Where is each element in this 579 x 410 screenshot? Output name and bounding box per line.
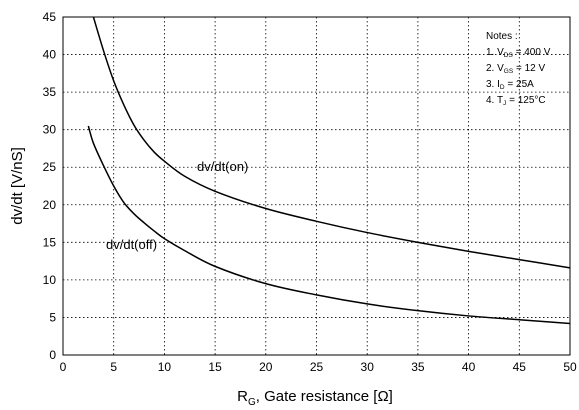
y-tick-label: 5 [49,310,56,324]
x-tick-label: 30 [361,360,375,374]
y-tick-label: 45 [43,10,57,24]
x-axis-title-sub: G [248,397,256,408]
y-tick-label: 20 [43,198,57,212]
x-tick-label: 45 [513,360,527,374]
y-axis-title: dv/dt [V/nS] [9,147,26,225]
x-tick-label: 0 [60,360,67,374]
x-tick-label: 35 [411,360,425,374]
x-tick-label: 40 [462,360,476,374]
grid [63,17,570,355]
x-tick-label: 5 [110,360,117,374]
y-tick-label: 0 [49,348,56,362]
note-id: 3. ID = 25A [486,79,534,91]
notes-header: Notes : [486,31,518,42]
y-tick-label: 15 [43,235,57,249]
plot-frame [62,16,571,356]
x-tick-label: 10 [158,360,172,374]
series-label-dv-dt-off: dv/dt(off) [106,237,157,252]
series-line-dv-dt-on [92,16,571,269]
x-axis-title-rest: , Gate resistance [Ω] [256,388,393,405]
y-tick-label: 40 [43,48,57,62]
note-tj: 4. TJ = 125°C [486,95,546,107]
x-tick-label: 50 [563,360,577,374]
tick-labels: 0 5 10 15 20 25 30 35 40 45 50 0 5 10 15 20 25 30 35 40 45 [43,10,577,374]
y-tick-label: 25 [43,160,57,174]
note-vgs: 2. VGS = 12 V [486,63,546,75]
x-axis-title: RG, Gate resistance [Ω] [237,388,393,408]
x-tick-label: 20 [259,360,273,374]
notes-box: Notes : 1. VDS = 400 V 2. VGS = 12 V 3. … [486,31,551,107]
y-tick-label: 35 [43,85,57,99]
note-vds: 1. VDS = 400 V [486,47,551,59]
series-line-dv-dt-off [87,125,571,325]
y-tick-label: 30 [43,123,57,137]
x-tick-label: 25 [310,360,324,374]
y-tick-label: 10 [43,273,57,287]
x-axis-title-main: R [237,388,248,405]
series-layer [87,16,571,325]
series-label-dv-dt-on: dv/dt(on) [197,159,248,174]
x-tick-label: 15 [208,360,222,374]
